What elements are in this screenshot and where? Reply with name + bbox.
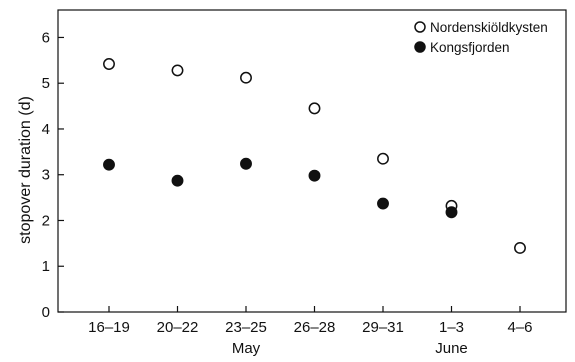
legend-label: Kongsfjorden xyxy=(430,40,510,55)
x-tick-label: 23–25 xyxy=(225,319,267,336)
open-point xyxy=(308,102,321,115)
legend-label: Nordenskiöldkysten xyxy=(430,20,548,35)
month-label: June xyxy=(435,340,468,357)
series-nordenskioldkysten xyxy=(103,58,526,254)
x-axis-ticks: 16–19 20–22 23–25 26–28 29–31 1–3 4–6 xyxy=(88,306,533,336)
y-tick-label: 3 xyxy=(42,167,50,184)
filled-point xyxy=(308,169,321,182)
filled-point xyxy=(377,197,389,210)
legend-open-marker xyxy=(414,21,426,33)
filled-point xyxy=(103,158,115,171)
month-label: May xyxy=(232,340,261,357)
x-tick-label: 4–6 xyxy=(507,319,532,336)
open-point xyxy=(514,241,526,254)
legend-filled-marker xyxy=(414,41,426,53)
filled-point xyxy=(171,174,184,187)
series-kongsfjorden xyxy=(103,157,458,219)
filled-point xyxy=(445,206,458,219)
filled-point xyxy=(240,157,252,170)
y-tick-label: 0 xyxy=(42,304,50,321)
x-tick-label: 1–3 xyxy=(439,319,464,336)
y-tick-label: 4 xyxy=(42,121,50,138)
open-point xyxy=(377,152,389,165)
axes xyxy=(57,9,567,313)
y-tick-label: 5 xyxy=(42,75,50,92)
y-tick-label: 1 xyxy=(42,258,50,275)
open-point xyxy=(171,64,184,77)
plot-frame xyxy=(57,9,567,313)
x-tick-label: 20–22 xyxy=(157,319,199,336)
month-labels: May June xyxy=(232,340,468,357)
y-axis-ticks: 0 1 2 3 4 5 6 xyxy=(42,29,64,321)
y-axis-label: stopover duration (d) xyxy=(17,96,34,244)
x-tick-label: 16–19 xyxy=(88,319,130,336)
legend: Nordenskiöldkysten Kongsfjorden xyxy=(414,20,548,55)
y-tick-label: 6 xyxy=(42,29,50,46)
x-tick-label: 29–31 xyxy=(362,319,404,336)
open-point xyxy=(103,58,115,70)
open-point xyxy=(240,71,252,84)
data-points xyxy=(103,58,526,254)
x-tick-label: 26–28 xyxy=(294,319,336,336)
y-tick-label: 2 xyxy=(42,212,50,229)
